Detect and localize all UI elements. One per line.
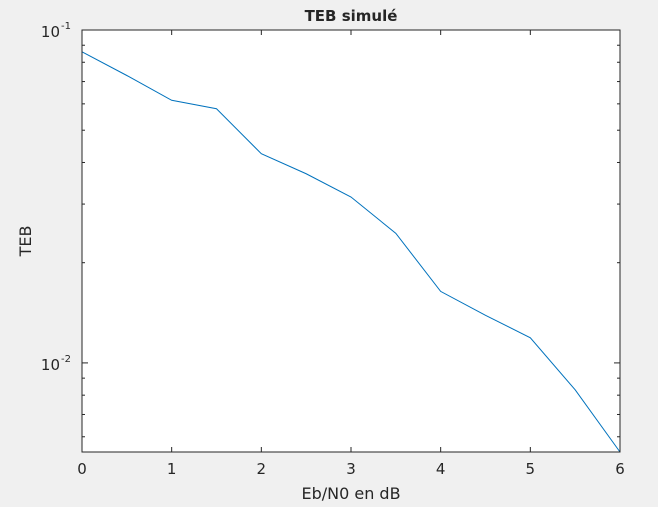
y-tick-exponent: -2 <box>61 354 71 365</box>
y-tick-labels: 10-110-2 <box>41 21 71 374</box>
x-tick-label: 2 <box>257 460 267 478</box>
x-axis-label: Eb/N0 en dB <box>301 484 400 503</box>
y-tick-exponent: -1 <box>61 21 71 32</box>
plot-area <box>82 30 620 452</box>
y-axis-label: TEB <box>16 226 35 258</box>
x-tick-labels: 0 1 2 3 4 5 6 <box>77 460 625 478</box>
x-tick-label: 0 <box>77 460 87 478</box>
plot-box <box>81 29 621 453</box>
x-tick-label: 4 <box>436 460 446 478</box>
chart-title: TEB simulé <box>305 7 398 25</box>
x-tick-label: 5 <box>526 460 536 478</box>
x-tick-label: 6 <box>615 460 625 478</box>
x-tick-label: 3 <box>346 460 356 478</box>
series-layer <box>81 51 621 453</box>
y-tick-label: 10 <box>41 356 60 374</box>
y-tick-label: 10 <box>41 23 60 41</box>
series-line <box>81 51 621 453</box>
x-tick-label: 1 <box>167 460 177 478</box>
